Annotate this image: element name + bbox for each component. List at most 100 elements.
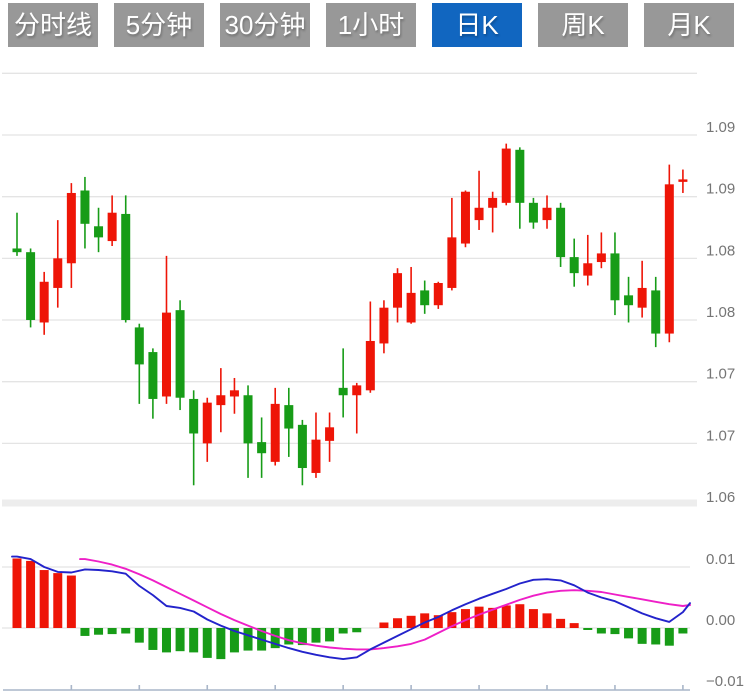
macd-histogram-bar <box>528 609 538 628</box>
candle-body <box>420 290 430 306</box>
macd-histogram-bar <box>26 560 36 628</box>
candle-body <box>365 340 375 391</box>
candle-body <box>542 207 552 221</box>
macd-histogram-bar <box>325 628 335 642</box>
candle-body <box>433 283 443 306</box>
candle-body <box>596 253 606 263</box>
candle-body <box>121 213 131 321</box>
candle-body <box>12 248 22 253</box>
dif-line <box>11 555 691 661</box>
candle-body <box>189 398 199 434</box>
price-axis-label: 1.07 <box>706 366 735 383</box>
macd-histogram-bar <box>379 622 389 628</box>
candle-body <box>325 427 335 441</box>
candle-body <box>678 179 688 182</box>
candle-body <box>624 295 634 306</box>
macd-histogram-bar <box>474 606 484 628</box>
candle-body <box>66 192 76 264</box>
macd-histogram-bar <box>515 604 525 628</box>
candle-body <box>460 191 470 244</box>
price-axis-label: 1.08 <box>706 304 735 321</box>
tab-5min[interactable]: 5分钟 <box>114 3 204 47</box>
macd-histogram-bar <box>134 628 144 643</box>
candle-body <box>528 202 538 223</box>
candle-body <box>107 212 117 242</box>
macd-histogram-bar <box>352 628 362 633</box>
candle-body <box>202 402 212 444</box>
candle-body <box>515 149 525 203</box>
macd-histogram-bar <box>542 613 552 628</box>
candle-body <box>488 197 498 208</box>
candle-body <box>80 190 90 224</box>
tab-1hour[interactable]: 1小时 <box>326 3 416 47</box>
macd-histogram-bar <box>406 615 416 628</box>
candle-body <box>474 207 484 221</box>
candle-body <box>257 442 267 454</box>
candle-body <box>148 352 158 399</box>
macd-histogram-bar <box>175 628 185 652</box>
price-axis-label: 1.09 <box>706 181 735 198</box>
macd-histogram-bar <box>148 628 158 650</box>
candle-body <box>637 287 647 308</box>
candle-body <box>26 252 36 321</box>
candle-body <box>134 327 144 365</box>
macd-histogram-bar <box>229 628 239 653</box>
candle-body <box>352 385 362 396</box>
macd-axis-label: 0.01 <box>706 551 735 568</box>
macd-histogram-bar <box>460 609 470 628</box>
candle-body <box>651 290 661 334</box>
price-axis-label: 1.07 <box>706 427 735 444</box>
macd-histogram-bar <box>596 628 606 634</box>
macd-histogram-bar <box>447 612 457 628</box>
candle-body <box>94 226 104 238</box>
macd-histogram-bar <box>678 628 688 634</box>
candle-body <box>406 292 416 323</box>
macd-histogram-bar <box>270 628 280 649</box>
macd-histogram-bar <box>651 628 661 645</box>
candle-body <box>338 387 348 396</box>
macd-histogram-bar <box>556 618 566 628</box>
candle-body <box>53 258 63 288</box>
candle-body <box>447 237 457 288</box>
tab-30min[interactable]: 30分钟 <box>220 3 310 47</box>
macd-histogram-bar <box>420 613 430 628</box>
candle-body <box>229 390 239 397</box>
candle-body <box>501 148 511 203</box>
price-axis-label: 1.09 <box>706 119 735 136</box>
macd-histogram-bar <box>569 623 579 628</box>
tab-week[interactable]: 周K <box>538 3 628 47</box>
price-axis-label: 1.06 <box>706 489 735 506</box>
macd-histogram-bar <box>189 628 199 653</box>
macd-histogram-bar <box>583 628 593 630</box>
candle-body <box>175 310 185 398</box>
macd-axis-label: −0.01 <box>706 673 744 690</box>
dea-line <box>79 558 691 651</box>
candle-body <box>39 281 49 323</box>
macd-histogram-bar <box>624 628 634 639</box>
price-axis-label: 1.08 <box>706 242 735 259</box>
tab-day[interactable]: 日K <box>432 3 522 47</box>
macd-histogram-bar <box>121 628 131 634</box>
macd-histogram-bar <box>501 605 511 628</box>
macd-histogram-bar <box>66 575 76 628</box>
macd-histogram-bar <box>297 628 307 646</box>
macd-histogram-bar <box>393 618 403 628</box>
candle-body <box>664 184 674 334</box>
macd-histogram-bar <box>433 615 443 628</box>
macd-histogram-bar <box>80 628 90 636</box>
candle-body <box>297 424 307 469</box>
macd-histogram-bar <box>243 628 253 651</box>
macd-histogram-bar <box>284 628 294 645</box>
candle-body <box>393 273 403 308</box>
candle-body <box>284 405 294 429</box>
candle-body <box>569 257 579 274</box>
candle-body <box>161 312 171 397</box>
candle-body <box>216 395 226 406</box>
macd-histogram-bar <box>311 628 321 643</box>
macd-histogram-bar <box>664 628 674 646</box>
macd-histogram-bar <box>161 628 171 653</box>
tab-minute[interactable]: 分时线 <box>8 3 98 47</box>
tab-month[interactable]: 月K <box>644 3 734 47</box>
macd-histogram-bar <box>216 628 226 660</box>
